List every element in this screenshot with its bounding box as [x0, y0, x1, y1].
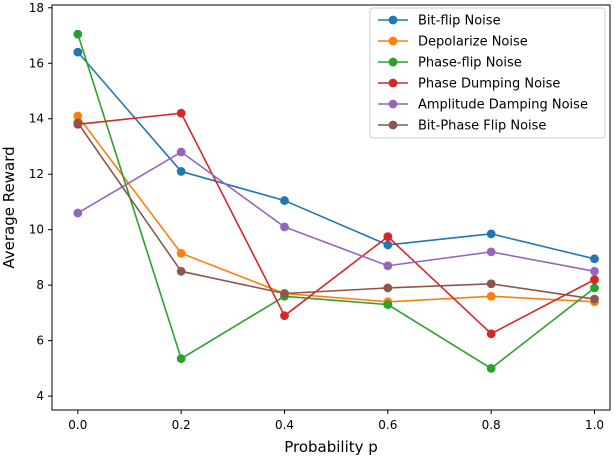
y-tick-label: 12	[29, 167, 44, 181]
data-point	[486, 279, 496, 289]
data-point	[486, 247, 496, 257]
data-point	[383, 283, 393, 293]
legend-label: Phase Dumping Noise	[418, 77, 560, 92]
x-tick-label: 0.4	[275, 418, 294, 432]
legend-marker	[388, 78, 398, 88]
data-point	[280, 289, 289, 298]
y-tick-label: 6	[36, 334, 44, 348]
data-point	[280, 222, 289, 232]
y-tick-label: 10	[29, 223, 44, 237]
data-point	[383, 232, 393, 242]
series-line-2	[77, 115, 595, 303]
y-axis-label: Average Reward	[0, 146, 18, 268]
legend-label: Phase-flip Noise	[418, 56, 522, 71]
data-point	[383, 300, 393, 309]
legend-label: Bit-flip Noise	[418, 14, 501, 29]
x-tick-label: 0.2	[172, 418, 191, 432]
data-point	[486, 329, 496, 339]
legend-label: Depolarize Noise	[418, 35, 528, 50]
y-tick-label: 16	[29, 56, 44, 70]
legend-label: Amplitude Damping Noise	[418, 98, 588, 113]
data-point	[383, 240, 393, 250]
data-point	[383, 261, 393, 271]
series-line-6	[77, 122, 595, 300]
data-point	[73, 29, 83, 39]
x-axis-label: Probability p	[284, 438, 378, 456]
data-point	[73, 47, 83, 57]
data-point	[73, 118, 83, 128]
series-line-5	[77, 151, 595, 273]
series-line-4	[77, 112, 595, 335]
legend-marker	[388, 57, 398, 67]
legend-marker	[388, 36, 398, 46]
x-tick-label: 1.0	[585, 418, 604, 432]
data-point	[73, 111, 83, 121]
series-lines	[77, 33, 595, 370]
axis-ticks: 0.0 0.2 0.4 0.6 0.8 1.0 4 6 8 10 12 14 16 18	[29, 1, 604, 432]
series-markers	[73, 29, 599, 373]
data-point	[73, 208, 83, 218]
data-point	[280, 196, 289, 205]
data-point	[590, 294, 599, 304]
data-point	[176, 266, 186, 276]
data-point	[590, 266, 599, 276]
x-tick-label: 0.6	[378, 418, 397, 432]
data-point	[486, 229, 496, 239]
data-point	[176, 167, 186, 176]
data-point	[590, 283, 599, 293]
data-point	[176, 354, 186, 364]
legend-box	[369, 7, 606, 139]
y-tick-label: 18	[29, 1, 44, 15]
data-point	[590, 254, 599, 264]
data-point	[176, 108, 186, 118]
data-point	[590, 275, 599, 285]
x-tick-label: 0.8	[482, 418, 501, 432]
data-point	[176, 147, 186, 157]
legend-marker	[388, 120, 398, 130]
data-point	[176, 248, 186, 258]
data-point	[486, 291, 496, 301]
legend-marker	[388, 15, 398, 25]
legend-marker	[388, 99, 398, 109]
y-tick-label: 8	[36, 278, 44, 292]
legend-label: Bit-Phase Flip Noise	[418, 119, 546, 134]
series-line-1	[77, 51, 595, 260]
data-point	[486, 363, 496, 373]
y-tick-label: 14	[29, 112, 44, 126]
y-tick-label: 4	[36, 389, 44, 403]
legend: Bit-flip Noise Depolarize Noise Phase-flip…	[369, 7, 606, 139]
series-line-3	[77, 33, 595, 370]
x-tick-label: 0.0	[68, 418, 87, 432]
data-point	[280, 311, 289, 321]
plot-frame	[51, 4, 611, 411]
